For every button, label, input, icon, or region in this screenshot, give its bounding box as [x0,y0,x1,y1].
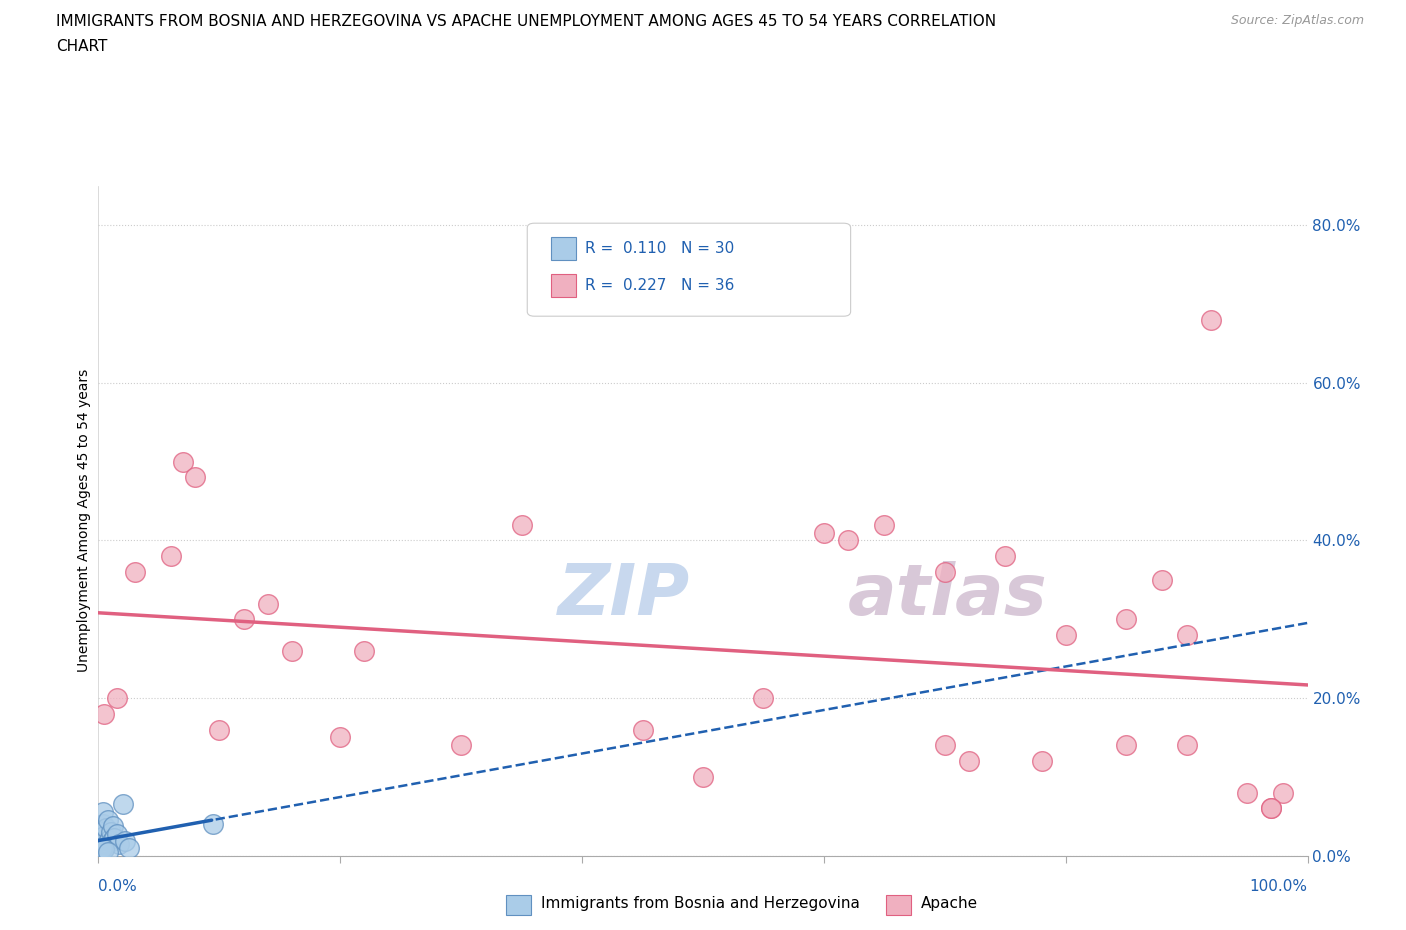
Point [329,730,352,745]
Point [1152,573,1174,588]
Point [97,813,120,828]
Point [89,841,111,856]
Point [1199,312,1222,327]
Point [172,454,194,469]
Point [124,565,146,579]
Point [1115,612,1137,627]
Point [90,825,112,840]
Text: 100.0%: 100.0% [1250,879,1308,894]
Point [450,737,472,752]
Text: Source: ZipAtlas.com: Source: ZipAtlas.com [1230,14,1364,27]
Point [105,826,128,841]
Point [202,817,225,831]
Point [1260,801,1282,816]
Point [100,834,122,849]
Text: CHART: CHART [56,39,108,54]
Point [837,533,859,548]
Point [353,644,375,658]
Text: ZIP: ZIP [558,561,690,631]
Point [510,517,533,532]
Point [93,829,115,844]
Text: IMMIGRANTS FROM BOSNIA AND HERZEGOVINA VS APACHE UNEMPLOYMENT AMONG AGES 45 TO 5: IMMIGRANTS FROM BOSNIA AND HERZEGOVINA V… [56,14,997,29]
Point [91,836,114,851]
Point [100,825,122,840]
Point [813,525,835,540]
Point [114,834,136,849]
Point [1272,785,1295,800]
Point [89,844,111,859]
Point [160,549,183,564]
Point [93,842,115,857]
Point [1260,801,1282,816]
Text: 0.0%: 0.0% [98,879,138,894]
Point [752,691,775,706]
Point [692,769,714,784]
Y-axis label: Unemployment Among Ages 45 to 54 years: Unemployment Among Ages 45 to 54 years [77,369,91,672]
Point [957,753,980,768]
Point [90,842,112,857]
Text: Immigrants from Bosnia and Herzegovina: Immigrants from Bosnia and Herzegovina [541,897,860,911]
Point [89,844,111,859]
Point [101,818,124,833]
Point [208,722,231,737]
Point [97,844,120,859]
Point [232,612,254,627]
Text: atlas: atlas [848,561,1047,631]
Point [111,797,134,812]
Point [91,841,114,856]
Point [281,644,304,658]
Text: Apache: Apache [921,897,979,911]
Text: R =  0.110   N = 30: R = 0.110 N = 30 [585,241,734,256]
Point [934,737,956,752]
Point [256,596,278,611]
Point [1175,628,1198,643]
Point [91,804,114,819]
Point [90,832,112,847]
Point [93,707,115,722]
Point [184,470,207,485]
Point [89,844,111,859]
Point [631,722,654,737]
Point [98,832,121,847]
Point [1236,785,1258,800]
Point [96,836,118,851]
Point [1031,753,1053,768]
Point [105,691,128,706]
Point [934,565,956,579]
Point [1115,737,1137,752]
Text: R =  0.227   N = 36: R = 0.227 N = 36 [585,278,734,293]
Point [118,841,141,856]
Point [103,830,125,845]
Point [1175,737,1198,752]
Point [1054,628,1077,643]
Point [994,549,1017,564]
Point [89,836,111,851]
Point [108,836,131,851]
Point [873,517,896,532]
Point [91,817,114,831]
Point [94,820,117,835]
Point [90,844,112,859]
